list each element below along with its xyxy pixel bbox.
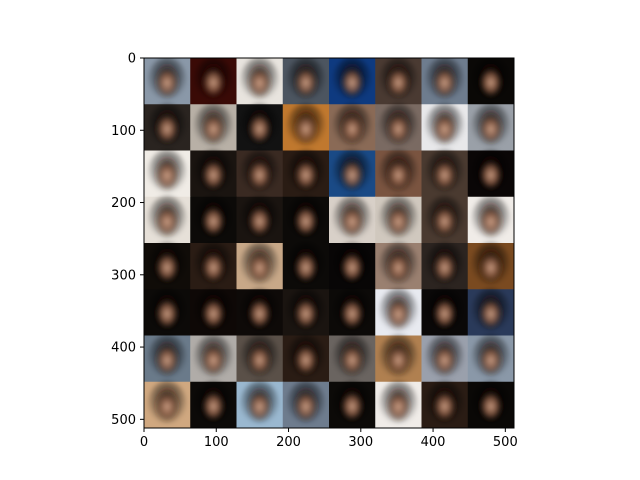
y-tick-label: 400 — [111, 341, 136, 356]
face-tile — [190, 58, 237, 105]
face-tile — [421, 195, 469, 244]
face-tile — [236, 103, 284, 151]
face-grid-image — [144, 58, 514, 428]
face-tile — [190, 242, 237, 290]
y-tick-label: 100 — [111, 124, 136, 139]
y-tick-label: 500 — [111, 413, 136, 428]
face-tile — [236, 149, 284, 198]
face-tile — [190, 380, 237, 428]
face-tile — [190, 103, 237, 151]
face-tile — [329, 380, 376, 428]
face-tile — [421, 288, 469, 336]
x-tick-label: 200 — [276, 435, 301, 450]
face-tile — [190, 334, 237, 383]
face-tile — [329, 149, 376, 198]
face-tile — [375, 334, 422, 383]
face-tile — [467, 380, 514, 428]
face-tile — [190, 149, 237, 198]
x-tick-label: 400 — [421, 435, 446, 450]
face-tile — [467, 58, 514, 105]
face-tile — [329, 334, 376, 383]
face-tile — [375, 103, 422, 151]
face-tile — [144, 288, 191, 336]
face-tile — [329, 58, 376, 105]
face-tile — [144, 149, 191, 198]
face-tile — [467, 242, 514, 290]
x-tick-label: 300 — [348, 435, 373, 450]
face-tile — [282, 149, 330, 198]
x-tick-label: 0 — [140, 435, 148, 450]
face-tile — [144, 334, 191, 383]
face-tile — [282, 242, 330, 290]
y-tick-label: 200 — [111, 196, 136, 211]
face-tile — [144, 242, 191, 290]
face-tile — [375, 380, 422, 428]
x-tick-label: 500 — [493, 435, 518, 450]
face-tile — [144, 58, 191, 105]
face-tile — [236, 380, 284, 428]
face-tile — [375, 149, 422, 198]
face-tile — [375, 58, 422, 105]
face-tile — [421, 149, 469, 198]
x-tick-label: 100 — [204, 435, 229, 450]
face-tile — [421, 242, 469, 290]
face-tile — [190, 288, 237, 336]
y-tick-label: 300 — [111, 268, 136, 283]
face-tile — [467, 103, 514, 151]
face-tile — [421, 58, 469, 105]
face-tile — [329, 103, 376, 151]
face-tile — [190, 195, 237, 244]
face-tile — [282, 334, 330, 383]
face-tile — [421, 103, 469, 151]
axes-frame — [143, 57, 515, 429]
y-tick-label: 0 — [128, 52, 136, 67]
face-tile — [282, 58, 330, 105]
face-tile — [421, 380, 469, 428]
face-tile — [375, 288, 422, 336]
face-tile — [282, 103, 330, 151]
face-tile — [236, 334, 284, 383]
face-tile — [236, 242, 284, 290]
face-tile — [329, 195, 376, 244]
y-axis: 0 100 200 300 400 500 — [111, 52, 144, 428]
face-tile — [467, 195, 514, 244]
face-tile — [144, 195, 191, 244]
face-tile — [236, 288, 284, 336]
face-tile — [467, 149, 514, 198]
face-tile — [236, 58, 284, 105]
face-tile — [236, 195, 284, 244]
face-tile — [282, 195, 330, 244]
face-tile — [375, 195, 422, 244]
face-tile — [375, 242, 422, 290]
face-tile — [467, 288, 514, 336]
face-tile — [144, 380, 191, 428]
face-tile — [329, 288, 376, 336]
face-tile — [421, 334, 469, 383]
face-tile — [329, 242, 376, 290]
face-tile — [282, 380, 330, 428]
face-tile — [467, 334, 514, 383]
face-tile — [144, 103, 191, 151]
x-axis: 0 100 200 300 400 500 — [140, 428, 518, 450]
face-tile — [282, 288, 330, 336]
